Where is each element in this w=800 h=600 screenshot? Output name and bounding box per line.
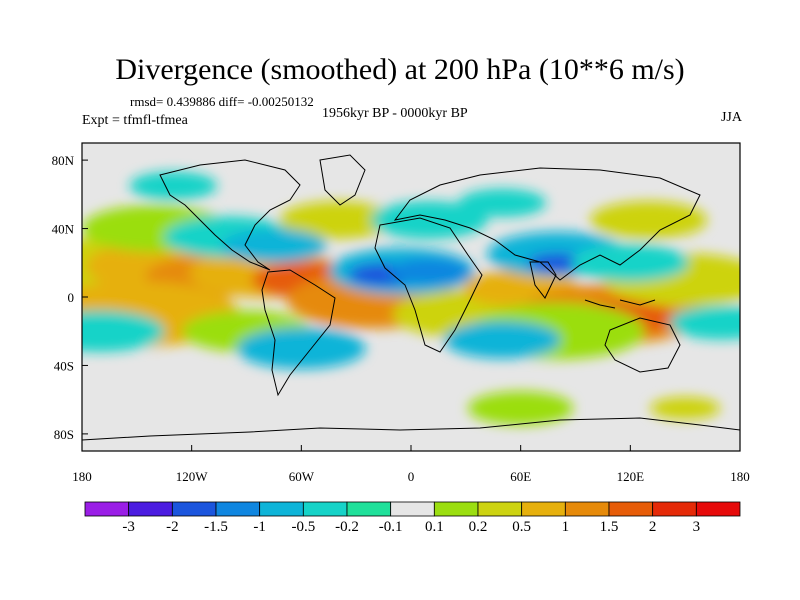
field-blob-33 — [129, 171, 218, 200]
colorbar-swatch — [477, 501, 523, 517]
colorbar-swatch — [521, 501, 566, 517]
field-blob-32 — [669, 305, 740, 340]
colorbar-swatch — [171, 501, 217, 517]
field-blob-30 — [236, 327, 366, 370]
field-blob-27 — [370, 201, 488, 239]
field-blob-28 — [458, 188, 547, 218]
colorbar-swatch — [302, 501, 348, 517]
y-tick-label: 40N — [52, 222, 75, 237]
colorbar-label: 0.5 — [512, 519, 532, 535]
colorbar-label: 1.5 — [599, 519, 619, 535]
x-tick-label: 60E — [510, 469, 531, 484]
colorbar-swatch — [564, 501, 610, 517]
period-label: 1956kyr BP - 0000kyr BP — [322, 106, 468, 121]
colorbar-label: 1 — [561, 519, 570, 535]
x-tick-label: 120W — [176, 469, 209, 484]
field-blob-17 — [468, 391, 574, 426]
y-axis: 80N 40N 0 40S 80S — [52, 153, 88, 442]
y-tick-label: 0 — [68, 290, 75, 305]
colorbar-label: 0.1 — [424, 519, 444, 535]
field-blob-31 — [443, 320, 561, 359]
colorbar-label: -3 — [122, 519, 135, 535]
colorbar-label: -0.2 — [335, 519, 359, 535]
x-axis: 180 120W 60W 0 60E 120E 180 — [72, 445, 750, 484]
y-tick-label: 80S — [54, 427, 74, 442]
colorbar-label: 3 — [692, 519, 701, 535]
colorbar-label: 2 — [648, 519, 657, 535]
season-label: JJA — [720, 110, 742, 125]
stats-text: rmsd= 0.439886 diff= -0.00250132 — [130, 94, 314, 109]
field-blob-29 — [82, 310, 165, 352]
x-tick-label: 60W — [289, 469, 315, 484]
chart-title: Divergence (smoothed) at 200 hPa (10**6 … — [115, 53, 685, 86]
field-blob-14 — [279, 201, 397, 239]
colorbar-label: 0.2 — [468, 519, 488, 535]
colorbar-swatch — [128, 501, 173, 517]
colorbar-label: -1 — [253, 519, 266, 535]
field-blob-23 — [388, 258, 471, 285]
colorbar-swatch — [215, 501, 261, 517]
colorbar-swatch — [346, 501, 392, 517]
field-blob-15 — [590, 201, 708, 239]
experiment-label: Expt = tfmfl-tfmea — [82, 113, 188, 128]
colorbar-label: -1.5 — [204, 519, 228, 535]
field-blob-25 — [527, 253, 587, 273]
y-tick-label: 40S — [54, 358, 74, 373]
colorbar-swatch — [608, 501, 654, 517]
y-tick-label: 80N — [52, 153, 75, 168]
colorbar-label: -0.5 — [291, 519, 316, 535]
field-blob-26 — [571, 243, 689, 282]
colorbar-swatch — [390, 501, 435, 517]
x-tick-label: 180 — [72, 469, 92, 484]
x-tick-label: 0 — [408, 469, 415, 484]
field-blob-18 — [650, 396, 721, 420]
colorbar-label: -2 — [166, 519, 179, 535]
x-tick-label: 120E — [617, 469, 645, 484]
colorbar-label: -0.1 — [378, 519, 403, 535]
field-blob-20 — [221, 228, 327, 263]
colorbar — [84, 501, 741, 517]
colorbar-swatch — [695, 501, 741, 517]
colorbar-swatch — [84, 501, 130, 517]
coastlines — [82, 154, 740, 441]
x-tick-label: 180 — [730, 469, 750, 484]
colorbar-swatch — [652, 501, 697, 517]
divergence-field — [82, 171, 740, 426]
colorbar-swatch — [259, 501, 304, 517]
colorbar-swatch — [433, 501, 479, 517]
